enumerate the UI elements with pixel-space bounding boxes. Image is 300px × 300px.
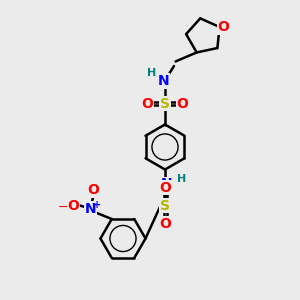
Text: N: N [161, 178, 172, 191]
Text: S: S [160, 97, 170, 110]
Text: +: + [93, 200, 101, 210]
Text: N: N [84, 202, 96, 215]
Text: O: O [87, 183, 99, 197]
Text: O: O [67, 199, 79, 212]
Text: S: S [160, 199, 170, 212]
Text: H: H [147, 68, 156, 79]
Text: O: O [159, 181, 171, 194]
Text: O: O [217, 20, 229, 34]
Text: N: N [158, 74, 169, 88]
Text: O: O [142, 97, 154, 110]
Text: O: O [176, 97, 188, 110]
Text: H: H [177, 173, 186, 184]
Text: O: O [159, 217, 171, 230]
Text: −: − [57, 201, 68, 214]
